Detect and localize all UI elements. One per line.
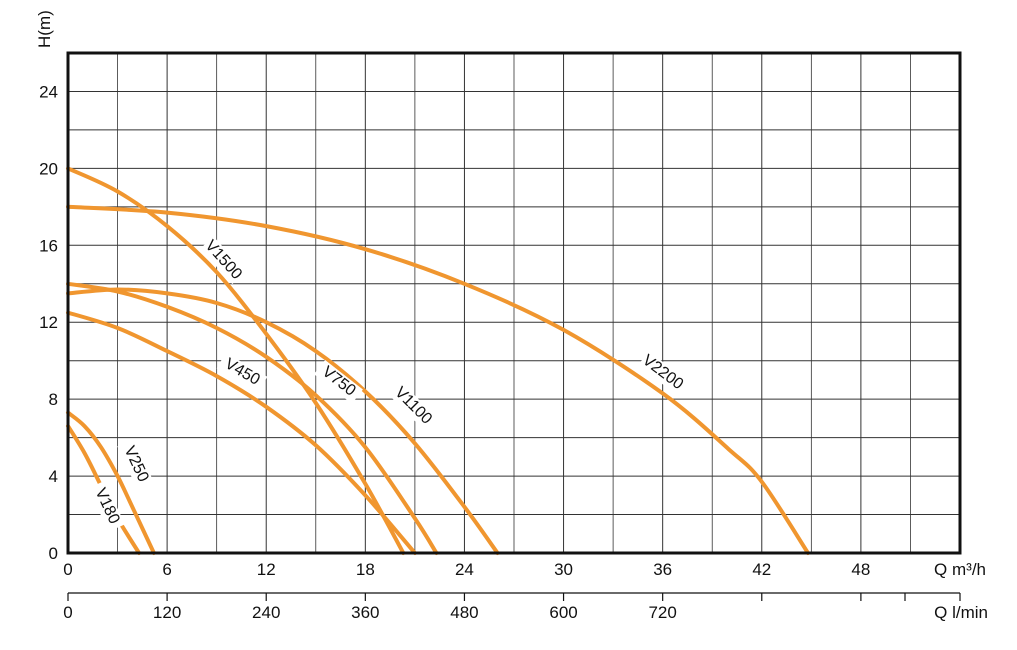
x2-tick-label: 0 — [63, 603, 72, 622]
grid — [67, 52, 961, 554]
curve-v1500 — [66, 166, 406, 555]
curve-label-v180: V180 — [91, 486, 122, 527]
curve-label-v1500: V1500 — [202, 237, 246, 283]
x2-tick-labels: 0 120 240 360 480 600 720 — [63, 603, 677, 622]
y-tick-label: 16 — [39, 236, 58, 255]
x-tick-label: 24 — [455, 560, 474, 579]
x-tick-label: 12 — [257, 560, 276, 579]
y-tick-label: 12 — [39, 313, 58, 332]
curve-label-bg — [637, 351, 687, 395]
x-tick-label: 36 — [653, 560, 672, 579]
x-tick-label: 42 — [752, 560, 771, 579]
x2-tick-label: 120 — [153, 603, 181, 622]
curve-label-bg — [88, 480, 125, 532]
curve-v250 — [66, 410, 156, 555]
x-tick-label: 0 — [63, 560, 72, 579]
x2-tick-label: 600 — [549, 603, 577, 622]
y-tick-label: 24 — [39, 82, 58, 101]
curve-label-bg — [216, 352, 268, 393]
curve-v750 — [66, 281, 439, 555]
curve-label-bg — [389, 382, 437, 430]
x-tick-label: 18 — [356, 560, 375, 579]
y-tick-label: 4 — [49, 467, 58, 486]
x-axis-title: Q m³/h — [934, 560, 986, 579]
x-tick-labels: 0 6 12 18 24 30 36 42 48 — [63, 560, 870, 579]
y-tick-label: 20 — [39, 159, 58, 178]
y-axis-title: H(m) — [35, 10, 54, 48]
curve-label-v250: V250 — [120, 444, 151, 485]
y-tick-labels: 0 4 8 12 16 20 24 — [39, 82, 58, 563]
curve-label-bg — [200, 236, 246, 285]
secondary-x-axis — [67, 592, 961, 601]
curve-label-bg — [314, 359, 363, 404]
x2-tick-label: 360 — [351, 603, 379, 622]
x-tick-label: 48 — [851, 560, 870, 579]
curve-v450 — [66, 310, 417, 555]
x2-tick-label: 720 — [648, 603, 676, 622]
plot-frame — [66, 51, 962, 555]
curve-label-v1100: V1100 — [391, 384, 435, 428]
x-tick-label: 30 — [554, 560, 573, 579]
curve-v2200 — [66, 204, 810, 555]
curve-v1100 — [66, 287, 500, 555]
y-tick-label: 0 — [49, 544, 58, 563]
x2-tick-label: 480 — [450, 603, 478, 622]
x-tick-label: 6 — [162, 560, 171, 579]
x2-tick-label: 240 — [252, 603, 280, 622]
curve-label-bg — [117, 438, 154, 490]
y-tick-label: 8 — [49, 390, 58, 409]
x2-axis-title: Q l/min — [934, 603, 988, 622]
